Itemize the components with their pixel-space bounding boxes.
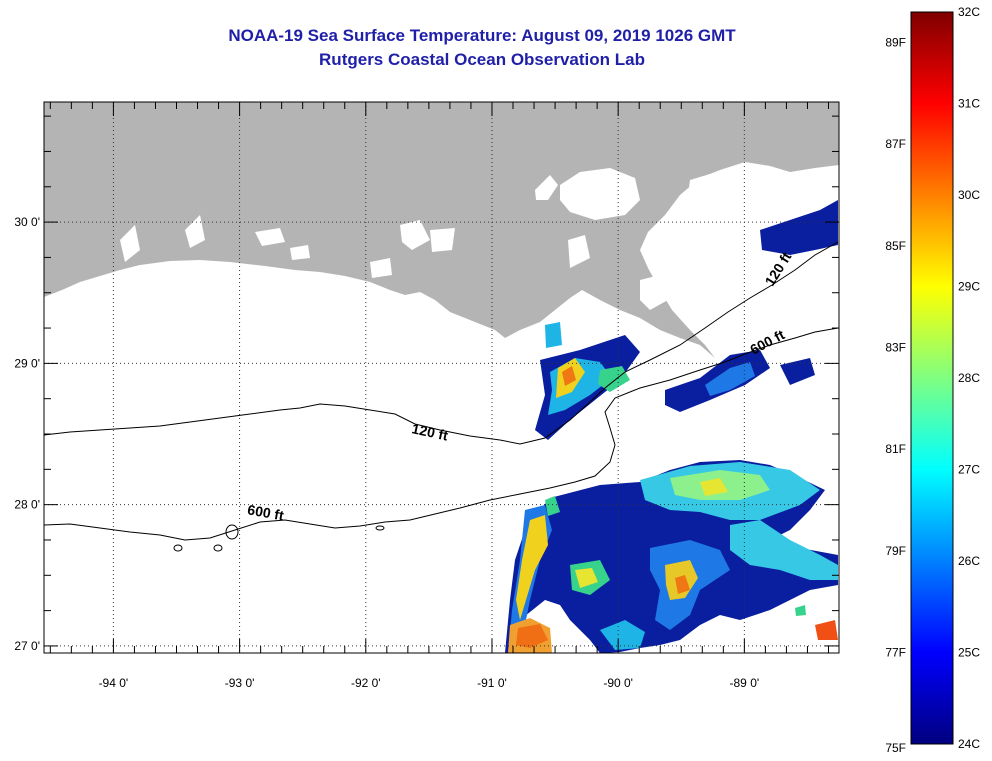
lon-tick-label: -94 0' [99,676,129,690]
latitude-labels: 30 0' 29 0' 28 0' 27 0' [14,215,40,653]
celsius-label: 24C [958,737,980,751]
celsius-label: 30C [958,188,980,202]
lon-tick-label: -91 0' [477,676,507,690]
contour-120ft [44,241,839,445]
fahrenheit-label: 77F [885,646,906,660]
celsius-label: 25C [958,646,980,660]
contour-label: 600 ft [246,501,285,523]
lat-tick-label: 27 0' [14,639,40,653]
fahrenheit-label: 81F [885,442,906,456]
fahrenheit-label: 75F [885,741,906,755]
celsius-label: 29C [958,280,980,294]
map-subtitle: Rutgers Coastal Ocean Observation Lab [319,50,645,69]
colorbar-celsius-labels: 32C 31C 30C 29C 28C 27C 26C 25C 24C [958,5,980,751]
longitude-labels: -94 0' -93 0' -92 0' -91 0' -90 0' -89 0' [99,676,760,690]
fahrenheit-label: 87F [885,137,906,151]
seamount-contours [173,524,385,552]
lat-tick-label: 30 0' [14,215,40,229]
lon-tick-label: -93 0' [225,676,255,690]
lon-tick-label: -90 0' [603,676,633,690]
colorbar-fahrenheit-labels: 89F 87F 85F 83F 81F 79F 77F 75F [885,36,906,756]
fahrenheit-label: 85F [885,239,906,253]
sst-data-patches [505,200,838,653]
celsius-label: 27C [958,463,980,477]
frame-ticks [44,102,839,653]
map-title: NOAA-19 Sea Surface Temperature: August … [228,26,736,45]
colorbar [910,11,954,745]
lon-tick-label: -92 0' [351,676,381,690]
contour-label: 120 ft [410,420,449,443]
fahrenheit-label: 83F [885,341,906,355]
fahrenheit-label: 89F [885,36,906,50]
celsius-label: 26C [958,554,980,568]
fahrenheit-label: 79F [885,544,906,558]
contour-600ft [44,327,839,541]
celsius-label: 31C [958,97,980,111]
lon-tick-label: -89 0' [730,676,760,690]
lat-tick-label: 29 0' [14,356,40,370]
map-frame [43,101,840,654]
lat-tick-label: 28 0' [14,498,40,512]
celsius-label: 32C [958,5,980,19]
celsius-label: 28C [958,371,980,385]
lat-lon-grid [44,102,839,653]
